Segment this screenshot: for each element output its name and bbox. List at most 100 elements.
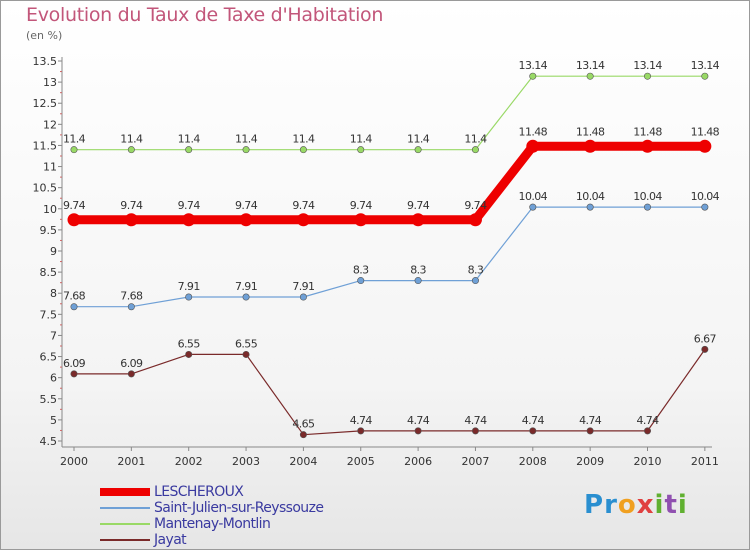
data-point [586, 72, 594, 80]
data-label: 6.09 [63, 357, 86, 370]
data-label: 11.48 [633, 125, 662, 138]
data-label: 8.3 [410, 264, 426, 277]
data-point [583, 139, 597, 153]
data-point [185, 350, 193, 358]
legend-swatch [100, 507, 150, 509]
chart-subtitle: (en %) [26, 29, 63, 42]
data-label: 9.74 [350, 199, 373, 212]
data-point [242, 293, 250, 301]
x-tick-label: 2000 [60, 455, 88, 468]
data-point [414, 277, 422, 285]
series-line-lescheroux [69, 141, 710, 225]
proxiti-logo: Proxiti [584, 490, 688, 520]
y-tick-label: 8 [50, 287, 57, 300]
x-tick-label: 2007 [461, 455, 489, 468]
data-point [471, 427, 479, 435]
x-tick-label: 2006 [404, 455, 432, 468]
y-tick-label: 10 [43, 203, 57, 216]
y-tick-label: 12.5 [33, 97, 58, 110]
data-label: 13.14 [633, 59, 662, 72]
data-point [471, 277, 479, 285]
y-tick-label: 11 [43, 161, 57, 174]
data-point [698, 139, 712, 153]
data-label: 13.14 [519, 59, 548, 72]
series-lines [69, 75, 710, 436]
data-label: 6.55 [235, 337, 258, 350]
data-point [299, 431, 307, 439]
chart-axes: 4.5 5 5.5 6 6.5 7 7.5 8 8.5 9 9.5 10 10.5 11 11.5 12 12.… [33, 55, 719, 468]
x-tick-label: 2003 [232, 455, 260, 468]
data-label: 11.48 [519, 125, 548, 138]
y-tick-label: 13 [43, 76, 57, 89]
data-label: 11.4 [407, 133, 430, 146]
logo-letter: P [584, 490, 605, 520]
legend-label: Saint-Julien-sur-Reyssouze [154, 500, 324, 516]
data-point [299, 146, 307, 154]
data-label: 4.74 [579, 414, 602, 427]
logo-letter: i [654, 490, 665, 520]
data-point [185, 146, 193, 154]
legend-label: Mantenay-Montlin [154, 516, 271, 532]
data-point [411, 213, 425, 227]
y-tick-label: 11.5 [33, 139, 58, 152]
y-tick-label: 4.5 [40, 435, 58, 448]
data-point [296, 213, 310, 227]
data-label: 9.74 [292, 199, 315, 212]
data-label: 11.4 [350, 133, 373, 146]
data-label: 8.3 [353, 264, 369, 277]
data-label: 11.4 [235, 133, 258, 146]
data-point [701, 203, 709, 211]
data-label: 4.74 [522, 414, 545, 427]
data-label: 4.65 [292, 418, 315, 431]
data-label: 9.74 [178, 199, 201, 212]
data-point [701, 345, 709, 353]
data-label: 7.68 [120, 290, 143, 303]
data-point [529, 427, 537, 435]
data-point [70, 146, 78, 154]
logo-letter: x [636, 490, 655, 520]
data-label: 10.04 [576, 190, 605, 203]
series-line-saint-julien-sur-reyssouze [73, 206, 706, 308]
data-point [526, 139, 540, 153]
data-point [182, 213, 196, 227]
data-point [354, 213, 368, 227]
data-label: 9.74 [120, 199, 143, 212]
y-tick-label: 12 [43, 118, 57, 131]
data-label: 9.74 [63, 199, 86, 212]
data-point [70, 370, 78, 378]
data-label: 11.4 [464, 133, 487, 146]
data-point [414, 146, 422, 154]
data-point [357, 427, 365, 435]
data-label: 10.04 [519, 190, 548, 203]
data-label: 9.74 [464, 199, 487, 212]
data-label: 7.91 [178, 280, 200, 293]
data-points [67, 72, 712, 439]
data-label: 6.09 [120, 357, 143, 370]
data-label: 13.14 [576, 59, 605, 72]
data-point [242, 146, 250, 154]
data-point [70, 303, 78, 311]
data-label: 7.91 [292, 280, 314, 293]
data-point [586, 203, 594, 211]
data-point [414, 427, 422, 435]
legend-swatch [100, 488, 150, 496]
logo-letter: t [664, 490, 678, 520]
data-label: 6.67 [694, 332, 717, 345]
data-point [468, 213, 482, 227]
x-tick-label: 2001 [117, 455, 145, 468]
data-point [299, 293, 307, 301]
chart-title: Evolution du Taux de Taxe d'Habitation [26, 4, 384, 26]
legend-label: Jayat [154, 532, 187, 548]
data-label: 11.4 [120, 133, 143, 146]
data-point [529, 72, 537, 80]
data-point [357, 277, 365, 285]
data-label: 10.04 [633, 190, 662, 203]
data-point [127, 146, 135, 154]
data-label: 4.74 [350, 414, 373, 427]
data-point [185, 293, 193, 301]
data-point [643, 427, 651, 435]
y-tick-label: 9.5 [40, 224, 58, 237]
x-tick-label: 2002 [175, 455, 203, 468]
data-label: 11.48 [576, 125, 605, 138]
